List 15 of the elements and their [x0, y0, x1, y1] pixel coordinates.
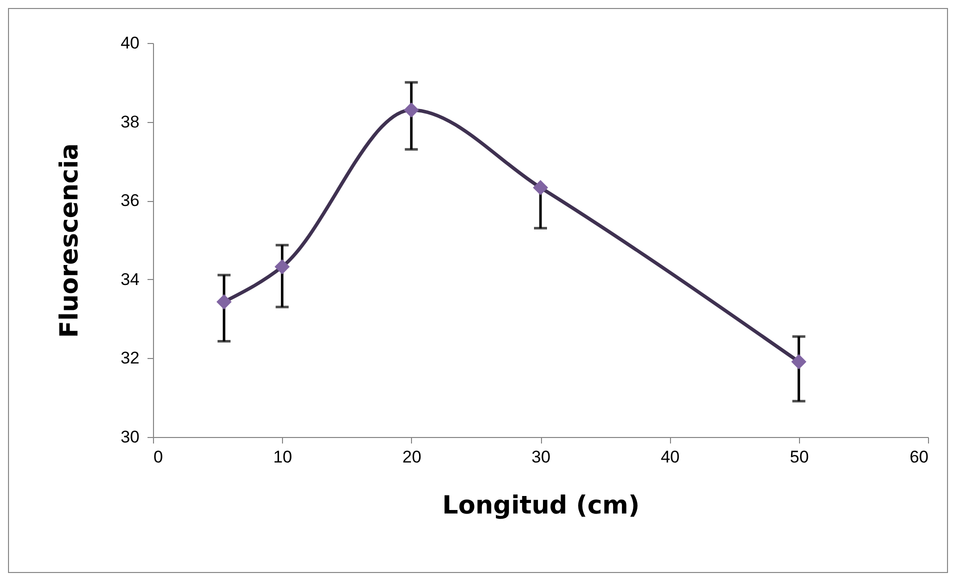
y-tick-label: 38: [120, 112, 140, 132]
x-tick-label: 10: [273, 448, 292, 466]
x-tick-label: 50: [790, 448, 809, 466]
y-axis-title: Fluorescencia: [54, 143, 84, 338]
y-tick-label: 32: [120, 348, 140, 368]
x-axis-title: Longitud (cm): [442, 490, 640, 520]
y-tick-label: 34: [120, 270, 140, 289]
x-tick-label: 40: [660, 448, 680, 466]
x-tick-label: 30: [532, 448, 550, 466]
x-tick-label: 20: [402, 448, 422, 466]
y-tick-label: 30: [120, 428, 140, 446]
y-tick-label: 36: [120, 191, 140, 210]
x-tick-label: 60: [910, 448, 928, 466]
x-tick-label: 0: [154, 448, 163, 466]
y-tick-label: 40: [120, 34, 140, 52]
